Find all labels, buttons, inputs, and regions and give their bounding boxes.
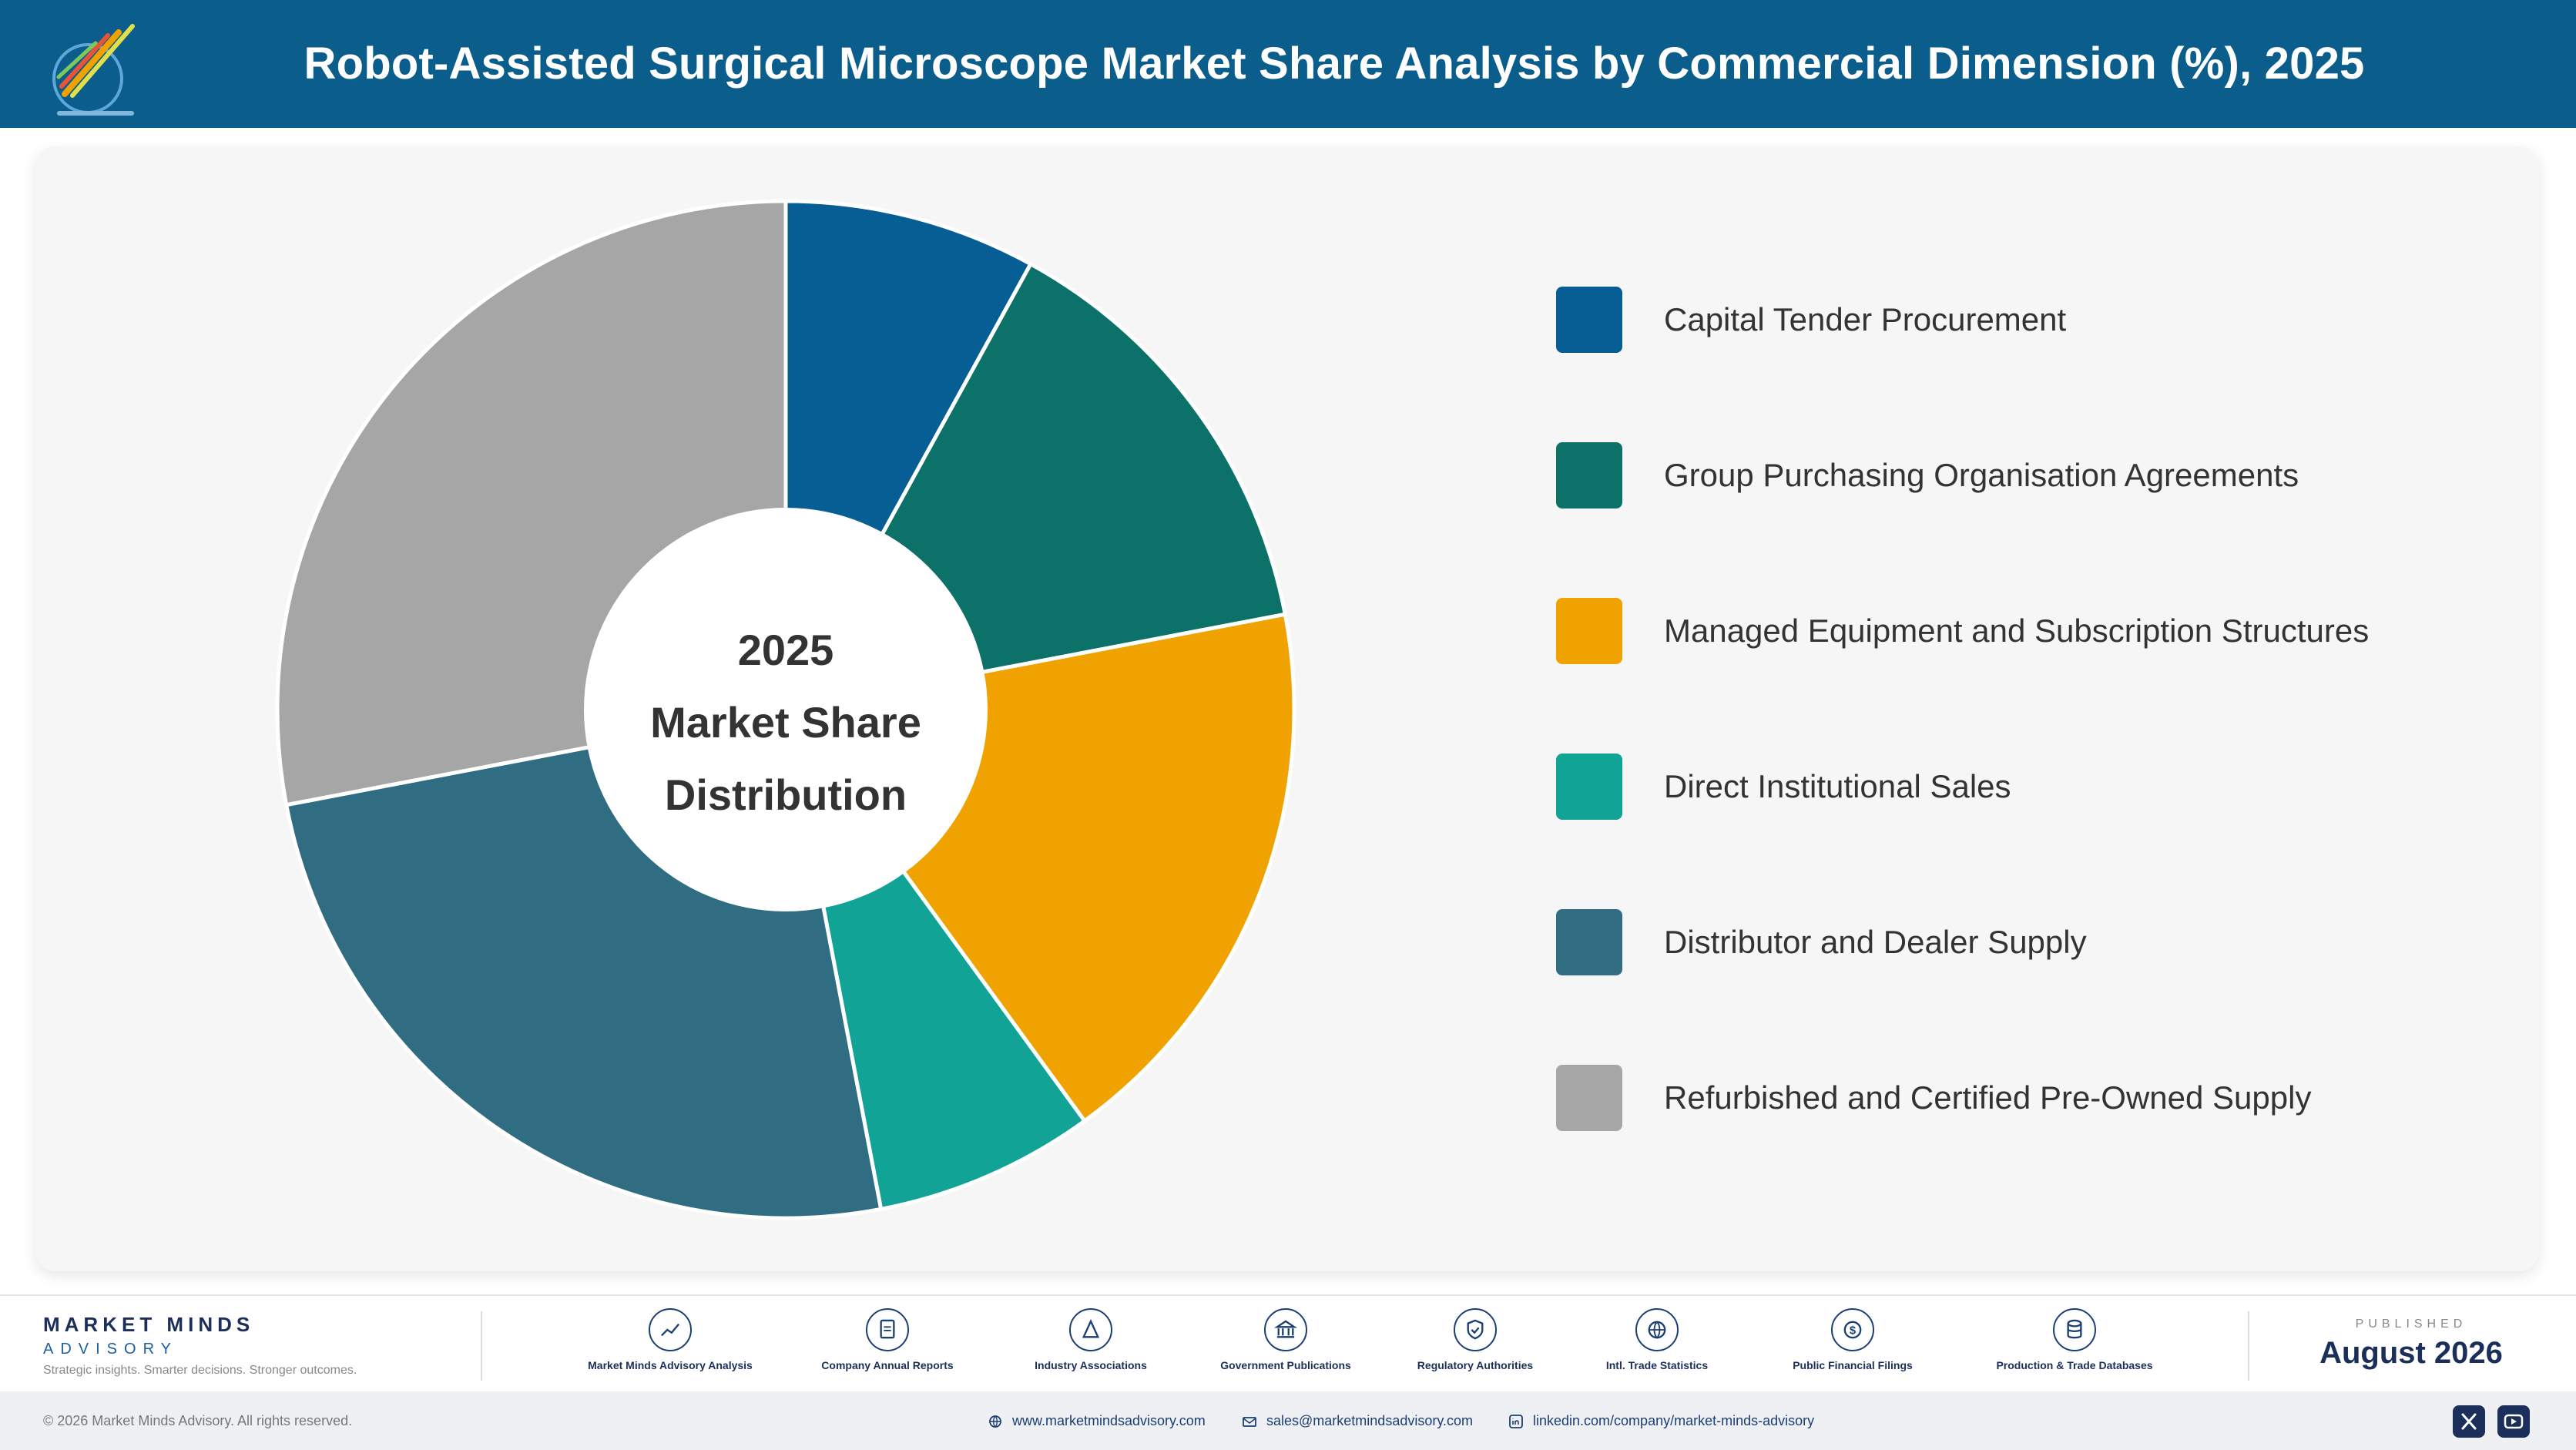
- brand-subtitle: ADVISORY: [43, 1341, 178, 1358]
- center-text-line3: Distribution: [665, 770, 907, 819]
- legend-swatch: [1556, 1065, 1622, 1131]
- source-item: Regulatory Authorities: [1383, 1304, 1568, 1388]
- source-label: Market Minds Advisory Analysis: [588, 1359, 753, 1371]
- source-item: Production & Trade Databases: [1982, 1304, 2167, 1388]
- document-icon: [866, 1308, 909, 1351]
- globe-icon: [989, 1415, 1001, 1428]
- legend-swatch: [1556, 287, 1622, 353]
- government-building-icon: [1264, 1308, 1307, 1351]
- legend-item: Direct Institutional Sales: [1556, 754, 2480, 821]
- svg-text:$: $: [1850, 1325, 1857, 1338]
- legend-label: Refurbished and Certified Pre-Owned Supp…: [1664, 1079, 2312, 1116]
- source-item: Industry Associations: [998, 1304, 1183, 1388]
- legend-item: Group Purchasing Organisation Agreements: [1556, 442, 2480, 510]
- source-item: Government Publications: [1193, 1304, 1378, 1388]
- legend-label: Distributor and Dealer Supply: [1664, 924, 2087, 960]
- legend-label: Group Purchasing Organisation Agreements: [1664, 457, 2299, 493]
- source-label: Regulatory Authorities: [1417, 1359, 1534, 1371]
- legend-label: Managed Equipment and Subscription Struc…: [1664, 613, 2370, 649]
- footer-divider: [481, 1311, 482, 1381]
- brand-name: MARKET MINDS: [43, 1313, 255, 1336]
- page-title: Robot-Assisted Surgical Microscope Marke…: [304, 39, 2365, 89]
- website-link[interactable]: www.marketmindsadvisory.com: [988, 1391, 1206, 1450]
- footer-band: MARKET MINDS ADVISORY Strategic insights…: [0, 1294, 2576, 1390]
- email-text: sales@marketmindsadvisory.com: [1266, 1413, 1474, 1428]
- source-item: $ Public Financial Filings: [1760, 1304, 1945, 1388]
- center-text-line2: Market Share: [650, 698, 921, 747]
- youtube-icon[interactable]: [2497, 1405, 2530, 1438]
- linkedin-link[interactable]: linkedin.com/company/market-minds-adviso…: [1508, 1391, 1814, 1450]
- legend-item: Refurbished and Certified Pre-Owned Supp…: [1556, 1065, 2480, 1133]
- source-item: Market Minds Advisory Analysis: [578, 1304, 763, 1388]
- email-link[interactable]: sales@marketmindsadvisory.com: [1242, 1391, 1473, 1450]
- legend-item: Capital Tender Procurement: [1556, 287, 2480, 354]
- bottom-bar: © 2026 Market Minds Advisory. All rights…: [0, 1391, 2576, 1450]
- footer-divider: [2248, 1311, 2249, 1381]
- legend-label: Capital Tender Procurement: [1664, 301, 2067, 337]
- source-label: Intl. Trade Statistics: [1605, 1359, 1709, 1371]
- copyright-text: © 2026 Market Minds Advisory. All rights…: [43, 1413, 353, 1428]
- center-text-year: 2025: [738, 626, 834, 674]
- source-item: Company Annual Reports: [795, 1304, 980, 1388]
- legend-item: Managed Equipment and Subscription Struc…: [1556, 598, 2480, 666]
- published-date: August 2026: [2319, 1336, 2503, 1370]
- donut-hole: [584, 508, 988, 911]
- company-logo-icon: [52, 24, 135, 116]
- legend-swatch: [1556, 909, 1622, 975]
- source-label: Industry Associations: [1035, 1359, 1147, 1371]
- x-icon[interactable]: [2453, 1405, 2485, 1438]
- source-label: Company Annual Reports: [821, 1359, 954, 1371]
- website-text: www.marketmindsadvisory.com: [1012, 1413, 1206, 1428]
- shield-check-icon: [1454, 1308, 1497, 1351]
- legend-label: Direct Institutional Sales: [1664, 768, 2011, 804]
- legend-swatch: [1556, 598, 1622, 664]
- source-item: Intl. Trade Statistics: [1565, 1304, 1749, 1388]
- header-bar: Robot-Assisted Surgical Microscope Marke…: [0, 0, 2576, 128]
- source-label: Government Publications: [1220, 1359, 1351, 1371]
- published-label: PUBLISHED: [2355, 1317, 2467, 1331]
- dollar-coin-icon: $: [1831, 1308, 1874, 1351]
- linkedin-text: linkedin.com/company/market-minds-adviso…: [1533, 1413, 1815, 1428]
- source-label: Production & Trade Databases: [1996, 1359, 2153, 1371]
- database-icon: [2053, 1308, 2096, 1351]
- legend-swatch: [1556, 754, 1622, 820]
- legend-item: Distributor and Dealer Supply: [1556, 909, 2480, 977]
- brand-tagline: Strategic insights. Smarter decisions. S…: [43, 1364, 357, 1377]
- legend-swatch: [1556, 442, 1622, 509]
- source-label: Public Financial Filings: [1793, 1359, 1913, 1371]
- network-icon: [1069, 1308, 1112, 1351]
- linkedin-icon: [1509, 1415, 1523, 1429]
- mail-icon: [1243, 1417, 1256, 1428]
- trend-icon: [649, 1308, 692, 1351]
- globe-icon: [1635, 1308, 1679, 1351]
